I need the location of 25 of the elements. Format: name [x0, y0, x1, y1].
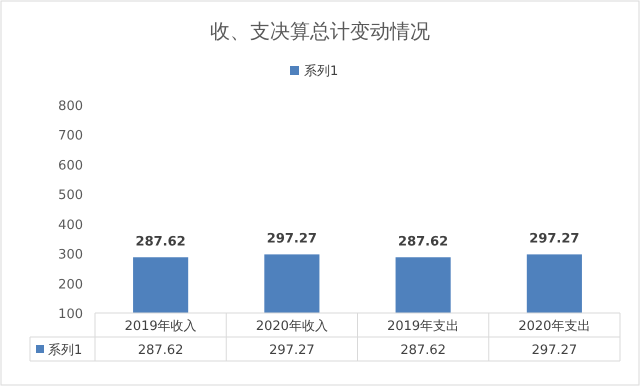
y-tick-label: 700 — [58, 128, 83, 144]
x-tick-label: 2020年支出 — [518, 319, 590, 334]
data-label: 287.62 — [138, 343, 184, 358]
data-label: 297.27 — [529, 231, 580, 246]
y-tick-label: 500 — [58, 188, 83, 204]
y-tick-label: 600 — [58, 158, 83, 174]
x-tick-label: 2019年支出 — [387, 319, 460, 334]
data-label: 287.62 — [398, 234, 448, 250]
data-label: 287.62 — [136, 234, 186, 250]
y-tick-label: 400 — [58, 218, 83, 233]
data-label: 297.27 — [266, 231, 317, 246]
x-tick-label: 2020年收入 — [256, 319, 328, 334]
data-label: 287.62 — [400, 343, 446, 358]
data-label: 297.27 — [269, 343, 315, 358]
legend-label: 系列1 — [304, 64, 338, 79]
y-tick-label: 100 — [58, 307, 83, 322]
x-tick-label: 2019年收入 — [124, 319, 197, 334]
legend: 系列1 — [36, 343, 82, 358]
y-tick-label: 800 — [58, 99, 83, 114]
chart-title: 收、支决算总计变动情况 — [210, 19, 430, 43]
y-tick-label: 300 — [58, 248, 83, 263]
legend: 系列1 — [290, 64, 338, 79]
legend-label: 系列1 — [48, 343, 82, 358]
y-tick-label: 200 — [58, 277, 83, 292]
data-label: 297.27 — [532, 343, 578, 358]
